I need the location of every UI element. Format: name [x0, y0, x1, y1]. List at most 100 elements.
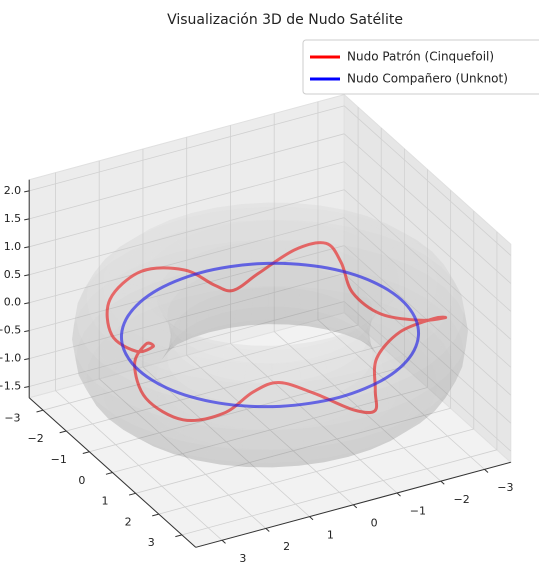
torus-facet	[324, 353, 356, 379]
torus-facet	[249, 345, 273, 351]
torus-facet	[208, 293, 224, 318]
grid-line	[29, 273, 345, 359]
torus-facet	[96, 311, 123, 340]
torus-facet	[127, 240, 154, 271]
torus-facet	[187, 364, 202, 394]
torus-facet	[252, 264, 269, 289]
torus-facet	[367, 325, 373, 355]
torus-facet	[295, 346, 325, 363]
torus-facet	[327, 242, 358, 271]
torus-facet	[398, 383, 419, 399]
torus-facet	[286, 320, 309, 327]
torus-facet	[425, 275, 445, 311]
torus-facet	[188, 317, 209, 338]
y-tick-label: 1	[327, 528, 334, 541]
torus-facet	[95, 359, 115, 395]
torus-facet	[287, 402, 307, 429]
torus-facet	[177, 245, 208, 275]
torus-facet	[397, 287, 426, 320]
torus-facet	[242, 449, 273, 464]
x-tick-label: 3	[148, 536, 155, 549]
torus-facet	[123, 429, 154, 447]
torus-facet	[352, 325, 371, 348]
y-tick-label: −2	[454, 493, 470, 506]
torus-facet	[267, 285, 296, 307]
torus-facet	[360, 337, 389, 348]
torus-facet	[391, 419, 421, 432]
torus-facet	[177, 234, 202, 259]
torus-facet	[332, 395, 363, 425]
torus-facet	[272, 448, 304, 464]
torus-facet	[313, 308, 344, 326]
torus-facet	[72, 324, 78, 361]
torus-facet	[300, 242, 320, 269]
torus-facet	[289, 425, 312, 448]
torus-facet	[330, 435, 360, 454]
y-tick-label: 3	[239, 552, 246, 565]
y-tick-label: 2	[283, 540, 290, 553]
torus-facet	[250, 306, 269, 321]
torus-facet	[453, 301, 466, 338]
grid-line	[29, 245, 345, 332]
torus-facet	[303, 343, 324, 361]
torus-facet	[441, 267, 458, 302]
torus-facet	[354, 318, 372, 341]
torus-facet	[303, 401, 335, 429]
torus-facet	[386, 376, 413, 410]
torus-facet	[267, 305, 294, 320]
torus-facet	[233, 307, 253, 324]
torus-facet	[179, 268, 211, 298]
torus-facet	[355, 247, 384, 279]
torus-facet	[373, 326, 404, 347]
torus-facet	[182, 422, 213, 447]
torus-facet	[386, 309, 417, 337]
x-tick-label: 2	[125, 515, 132, 528]
torus-facet	[123, 399, 148, 417]
torus-facet	[215, 307, 245, 324]
torus-facet	[180, 328, 210, 338]
torus-facet	[371, 299, 394, 319]
x-tick-label: 1	[102, 495, 109, 508]
torus-facet	[128, 360, 154, 372]
legend-label: Nudo Compañero (Unknot)	[347, 72, 508, 86]
torus-facet	[313, 205, 344, 214]
torus-facet	[401, 243, 429, 255]
torus-facet	[215, 459, 247, 467]
y-tick	[396, 492, 401, 497]
torus-facet	[432, 251, 454, 281]
torus-facet	[386, 298, 412, 310]
torus-facet	[179, 387, 199, 415]
torus-facet	[410, 253, 435, 268]
torus-facet	[348, 443, 381, 457]
torus-facet	[74, 288, 85, 325]
torus-facet	[341, 361, 355, 390]
torus-facet	[105, 402, 130, 417]
z-tick	[24, 274, 30, 277]
y-tick	[309, 516, 314, 521]
torus-facet	[360, 340, 385, 356]
torus-facet	[119, 228, 150, 247]
torus-facet	[301, 444, 333, 462]
torus-facet	[271, 344, 296, 351]
torus-facet	[195, 420, 221, 444]
x-axis-line	[28, 397, 197, 548]
x-tick	[36, 409, 44, 413]
y-tick-label: −3	[497, 481, 513, 494]
torus-facet	[204, 341, 225, 359]
torus-facet	[161, 272, 178, 301]
torus-facet	[244, 363, 273, 384]
torus-facet	[151, 425, 180, 444]
torus-facet	[190, 335, 211, 356]
torus-facet	[236, 404, 256, 429]
torus-facet	[236, 348, 256, 363]
torus-facet	[134, 425, 165, 449]
torus-facet	[403, 298, 430, 317]
torus-facet	[173, 338, 205, 357]
chart-title: Visualización 3D de Nudo Satélite	[167, 12, 403, 28]
torus-facet	[266, 239, 298, 264]
torus-facet	[167, 315, 173, 345]
torus-facet	[357, 289, 368, 319]
torus-facet	[290, 202, 320, 210]
torus-facet	[161, 335, 178, 360]
